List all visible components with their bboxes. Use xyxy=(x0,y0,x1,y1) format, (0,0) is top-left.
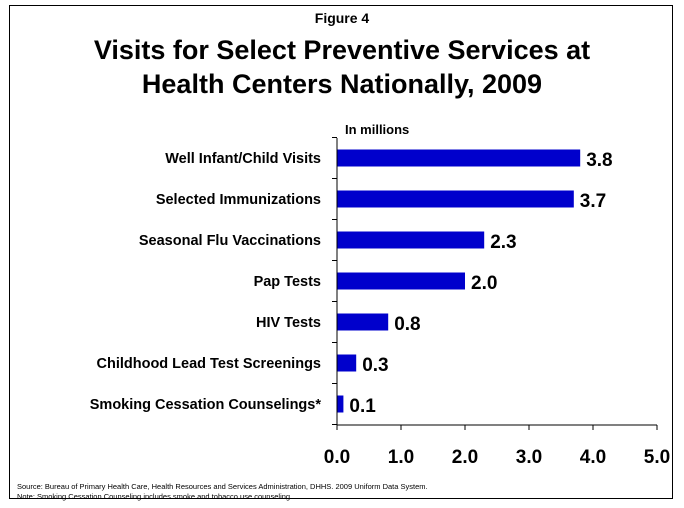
title-line-2: Health Centers Nationally, 2009 xyxy=(141,69,543,99)
bar xyxy=(337,354,357,372)
figure-frame xyxy=(9,5,673,499)
data-label: 0.8 xyxy=(394,314,420,335)
note-line: Note: Smoking Cessation Counseling inclu… xyxy=(17,492,293,501)
category-label: Childhood Lead Test Screenings xyxy=(96,356,321,372)
data-label: 0.3 xyxy=(362,355,388,376)
source-line: Source: Bureau of Primary Health Care, H… xyxy=(17,482,428,491)
chart-title: Visits for Select Preventive Services at… xyxy=(0,33,684,101)
data-label: 2.0 xyxy=(471,273,497,294)
x-tick-label: 1.0 xyxy=(388,447,414,468)
bar xyxy=(337,313,389,331)
title-line-1: Visits for Select Preventive Services at xyxy=(93,35,591,65)
x-tick-label: 0.0 xyxy=(324,447,350,468)
x-tick-label: 4.0 xyxy=(580,447,606,468)
category-label: Seasonal Flu Vaccinations xyxy=(139,233,321,249)
figure-label: Figure 4 xyxy=(314,10,370,26)
source-notes: Source: Bureau of Primary Health Care, H… xyxy=(17,482,428,502)
category-label: HIV Tests xyxy=(256,315,321,331)
bar xyxy=(337,272,465,290)
category-label: Selected Immunizations xyxy=(156,192,321,208)
x-tick-label: 2.0 xyxy=(452,447,478,468)
bar xyxy=(337,149,581,167)
bar xyxy=(337,190,574,208)
data-label: 3.8 xyxy=(586,150,612,171)
x-tick-label: 3.0 xyxy=(516,447,542,468)
data-label: 2.3 xyxy=(490,232,516,253)
category-label: Pap Tests xyxy=(254,274,321,290)
unit-label: In millions xyxy=(345,122,409,137)
data-label: 3.7 xyxy=(580,191,606,212)
category-label: Smoking Cessation Counselings* xyxy=(90,397,322,413)
bar xyxy=(337,395,344,413)
x-tick-label: 5.0 xyxy=(644,447,670,468)
bar xyxy=(337,231,485,249)
category-label: Well Infant/Child Visits xyxy=(165,151,321,167)
data-label: 0.1 xyxy=(349,396,376,417)
